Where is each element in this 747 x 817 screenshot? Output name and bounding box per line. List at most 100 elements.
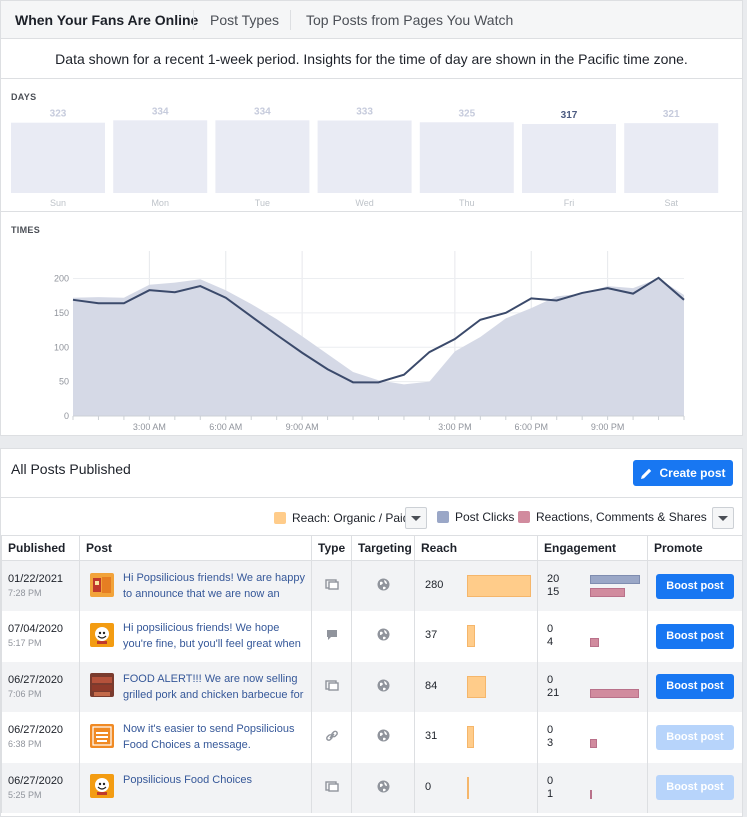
reactions-bar — [590, 789, 593, 799]
globe-icon — [351, 762, 415, 813]
table-row: 07/04/2020 5:17 PM Hi popsilicious friends… — [1, 611, 743, 662]
col-targeting: Targeting — [351, 535, 415, 561]
clicks-value: 0 — [547, 673, 554, 686]
tab-top-posts-pages-watch[interactable]: Top Posts from Pages You Watch — [306, 12, 514, 28]
tab-separator — [290, 10, 291, 30]
legend-reactions-label: Reactions, Comments & Shares — [536, 510, 707, 524]
day-tick-label: Sat — [664, 198, 678, 208]
x-tick-label: 6:00 AM — [209, 422, 242, 432]
reach-cell: 0 — [414, 762, 538, 813]
post-time: 5:25 PM — [8, 789, 42, 800]
reactions-bar — [590, 588, 625, 597]
day-bar[interactable] — [11, 122, 105, 193]
status-icon — [311, 611, 352, 662]
col-engagement[interactable]: Engagement — [537, 535, 648, 561]
link-icon — [311, 712, 352, 763]
x-tick-label: 9:00 PM — [591, 422, 625, 432]
clicks-value: 0 — [547, 623, 554, 635]
post-date: 01/22/2021 — [8, 573, 64, 585]
day-tick-label: Sun — [50, 198, 66, 208]
post-link[interactable]: Now it's easier to send Popsilicious Foo… — [123, 723, 295, 752]
legend-clicks: Post Clicks — [437, 510, 514, 524]
post-date: 06/27/2020 — [8, 724, 64, 737]
x-tick-label: 6:00 PM — [514, 422, 548, 432]
days-bar-chart: 323 Sun 334 Mon 334 Tue 333 Wed 325 Thu 317 Fri 321 S… — [11, 106, 719, 208]
post-link[interactable]: Hi Popsilicious friends! We are happy to… — [123, 572, 305, 600]
engagement-dropdown-button[interactable] — [712, 507, 734, 529]
photo-icon — [311, 762, 352, 813]
posts-table: Published Post Type Targeting Reach Enga… — [1, 535, 743, 813]
post-date: 06/27/2020 — [8, 774, 64, 787]
boost-post-button[interactable]: Boost post — [656, 573, 734, 599]
post-thumbnail[interactable] — [90, 622, 114, 650]
y-tick-label: 50 — [59, 377, 69, 387]
post-link[interactable]: FOOD ALERT!!! We are now selling grilled… — [123, 672, 304, 701]
table-row: 01/22/2021 7:28 PM Hi Popsilicious friends… — [1, 560, 743, 611]
published-cell: 06/27/2020 7:06 PM — [1, 661, 80, 712]
globe-icon — [351, 611, 415, 662]
post-date: 07/04/2020 — [8, 623, 64, 636]
boost-post-button[interactable]: Boost post — [656, 775, 734, 801]
audience-line — [72, 276, 685, 384]
tab-when-fans-online[interactable]: When Your Fans Are Online — [15, 12, 199, 28]
reactions-bar — [590, 688, 639, 698]
promote-cell: Boost post — [647, 661, 743, 712]
post-link[interactable]: Hi popsilicious friends! We hope you're … — [123, 622, 301, 651]
day-bar[interactable] — [317, 120, 412, 193]
engagement-cell: 20 15 — [537, 560, 648, 611]
day-tick-label: Tue — [255, 198, 270, 208]
col-promote: Promote — [647, 535, 743, 561]
create-post-button[interactable]: Create post — [633, 460, 733, 486]
post-cell: Now it's easier to send Popsilicious Foo… — [79, 712, 312, 763]
day-bar[interactable] — [419, 122, 514, 193]
reach-bar — [467, 625, 476, 647]
post-thumbnail[interactable] — [90, 723, 114, 751]
day-bar[interactable] — [522, 124, 616, 193]
boost-post-button[interactable]: Boost post — [656, 674, 734, 700]
reach-value: 280 — [425, 579, 444, 591]
metrics-legend: Reach: Organic / Paid Post Clicks Reacti… — [1, 497, 742, 535]
reach-cell: 31 — [414, 712, 538, 763]
x-tick-label: 9:00 AM — [286, 422, 319, 432]
y-tick-label: 0 — [64, 411, 69, 421]
days-label: DAYS — [11, 92, 37, 102]
post-thumbnail[interactable] — [90, 673, 114, 700]
published-cell: 01/22/2021 7:28 PM — [1, 560, 80, 611]
post-cell: Popsilicious Food Choices — [79, 762, 312, 813]
reach-dropdown-button[interactable] — [405, 507, 427, 529]
x-tick-label: 3:00 AM — [133, 422, 166, 432]
post-time: 6:38 PM — [8, 739, 42, 750]
post-link[interactable]: Popsilicious Food Choices — [123, 773, 253, 786]
pencil-icon — [641, 468, 652, 479]
reach-bar — [467, 726, 475, 748]
day-value-label: 334 — [254, 106, 271, 117]
times-area-chart: 0 50 100 150 200 3:00 AM 6:00 AM 9:00 AM 3:00 PM… — [54, 251, 685, 432]
boost-post-button[interactable]: Boost post — [656, 724, 734, 750]
reactions-value: 15 — [547, 586, 560, 598]
legend-reach: Reach: Organic / Paid — [274, 511, 409, 525]
post-thumbnail[interactable] — [90, 572, 114, 600]
reach-value: 31 — [425, 730, 438, 742]
day-value-label: 321 — [663, 109, 680, 120]
post-thumbnail[interactable] — [90, 774, 114, 801]
post-date: 06/27/2020 — [8, 673, 64, 686]
chevron-down-icon — [718, 515, 728, 521]
tab-separator — [193, 10, 194, 30]
table-row: 06/27/2020 7:06 PM FOOD ALERT!!! We are no… — [1, 661, 743, 712]
day-bar[interactable] — [113, 120, 208, 193]
boost-post-button[interactable]: Boost post — [656, 623, 734, 649]
day-bar[interactable] — [624, 123, 719, 193]
published-cell: 07/04/2020 5:17 PM — [1, 611, 80, 662]
reactions-bar — [590, 638, 600, 647]
day-bar[interactable] — [215, 120, 310, 193]
reach-value: 0 — [425, 780, 432, 793]
day-value-label: 334 — [152, 106, 169, 117]
tab-post-types[interactable]: Post Types — [210, 12, 280, 28]
photo-icon — [311, 661, 352, 712]
col-reach[interactable]: Reach — [414, 535, 538, 561]
globe-icon — [351, 560, 415, 611]
col-published[interactable]: Published — [1, 535, 80, 561]
globe-icon — [351, 661, 415, 712]
reach-cell: 37 — [414, 611, 538, 662]
clicks-value: 0 — [547, 724, 554, 736]
